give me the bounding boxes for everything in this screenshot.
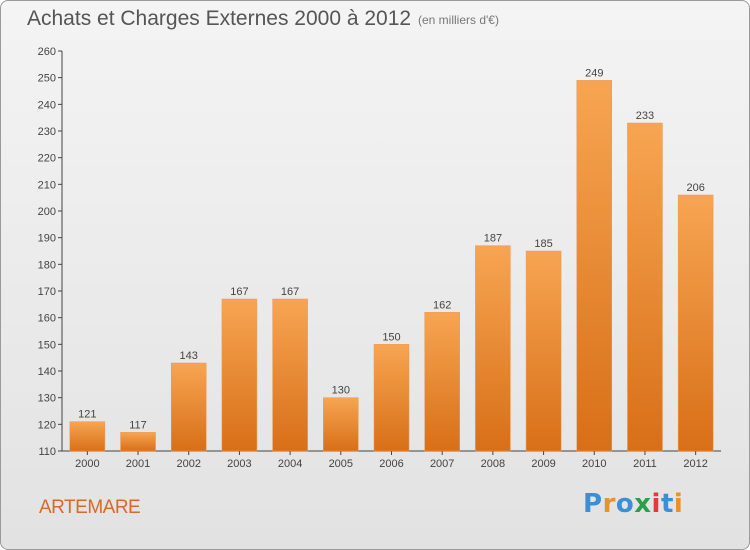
y-tick-label: 160 [38, 313, 56, 325]
brand-letter: P [583, 489, 603, 519]
x-tick-label: 2000 [75, 458, 99, 470]
x-tick-label: 2004 [278, 458, 302, 470]
y-tick-label: 190 [38, 233, 56, 245]
bar-2010 [576, 80, 613, 452]
data-label-2000: 121 [78, 409, 96, 421]
chart-title: Achats et Charges Externes 2000 à 2012 [27, 7, 412, 30]
data-label-2007: 162 [433, 299, 451, 311]
bar-2012 [677, 194, 714, 452]
data-label-2009: 185 [534, 238, 552, 250]
x-tick-label: 2011 [633, 458, 657, 470]
x-tick-label: 2006 [379, 458, 403, 470]
bar-2011 [627, 122, 663, 452]
bar-2006 [373, 344, 410, 452]
bar-2007 [424, 312, 460, 452]
x-tick-label: 2010 [582, 458, 606, 470]
brand-letter: i [651, 489, 661, 519]
x-tick-label: 2007 [430, 458, 454, 470]
y-tick-label: 220 [38, 153, 56, 165]
bar-2004 [272, 298, 308, 452]
place-name: ARTEMARE [39, 497, 141, 518]
y-tick-label: 210 [38, 179, 56, 191]
data-label-2011: 233 [636, 110, 654, 122]
brand-letter: i [673, 489, 684, 519]
data-label-2012: 206 [686, 182, 704, 194]
brand-letter: r [602, 489, 616, 519]
data-label-2010: 249 [585, 67, 603, 79]
x-tick-label: 2002 [176, 458, 200, 470]
bar-2009 [525, 250, 562, 452]
brand-letter: x [634, 489, 652, 519]
x-tick-label: 2009 [531, 458, 555, 470]
data-label-2005: 130 [332, 385, 350, 397]
y-tick-label: 230 [38, 126, 56, 138]
data-label-2006: 150 [382, 331, 400, 343]
y-tick-label: 130 [38, 393, 56, 405]
x-tick-label: 2001 [126, 458, 150, 470]
bar-2005 [323, 397, 359, 452]
data-label-2008: 187 [484, 233, 502, 245]
brand-letter: t [660, 489, 674, 519]
y-tick-label: 180 [38, 259, 56, 271]
bar-2003 [221, 298, 258, 452]
data-label-2001: 117 [129, 419, 147, 431]
data-label-2003: 167 [230, 286, 248, 298]
y-tick-label: 240 [38, 99, 56, 111]
brand-letter: o [615, 489, 635, 519]
brand-logo: Proxiti [583, 489, 683, 519]
y-tick-label: 170 [38, 286, 56, 298]
bar-2008 [475, 245, 511, 452]
y-tick-label: 140 [38, 366, 56, 378]
x-tick-label: 2003 [227, 458, 251, 470]
data-label-2004: 167 [281, 286, 299, 298]
y-tick-label: 250 [38, 73, 56, 85]
y-tick-label: 110 [38, 446, 56, 458]
y-tick-label: 150 [38, 339, 56, 351]
bar-2000 [69, 421, 106, 452]
data-label-2002: 143 [180, 350, 198, 362]
bar-2001 [120, 432, 156, 452]
x-tick-label: 2008 [481, 458, 505, 470]
bar-2002 [170, 362, 207, 452]
data-labels: 121 117 143 167 167 130 150 162 187 185 249 233 206 [78, 67, 705, 431]
y-tick-label: 200 [38, 206, 56, 218]
x-tick-label: 2005 [329, 458, 353, 470]
x-tick-label: 2012 [683, 458, 707, 470]
y-tick-label: 120 [38, 419, 56, 431]
y-tick-label: 260 [38, 46, 56, 58]
bars [69, 80, 714, 452]
chart-subtitle: (en milliers d'€) [418, 13, 499, 27]
